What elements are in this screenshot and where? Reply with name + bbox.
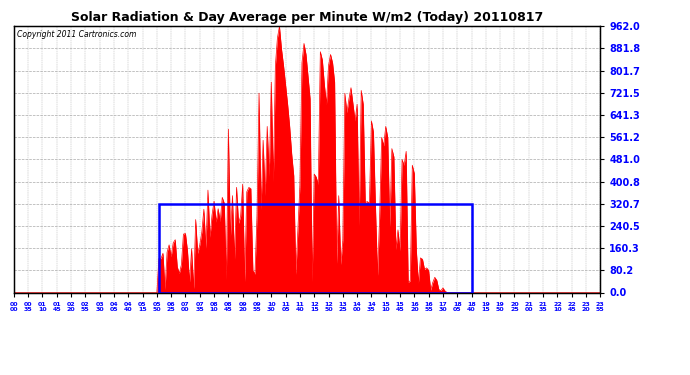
Text: Copyright 2011 Cartronics.com: Copyright 2011 Cartronics.com [17, 30, 136, 39]
Title: Solar Radiation & Day Average per Minute W/m2 (Today) 20110817: Solar Radiation & Day Average per Minute… [71, 11, 543, 24]
Bar [159, 204, 471, 292]
